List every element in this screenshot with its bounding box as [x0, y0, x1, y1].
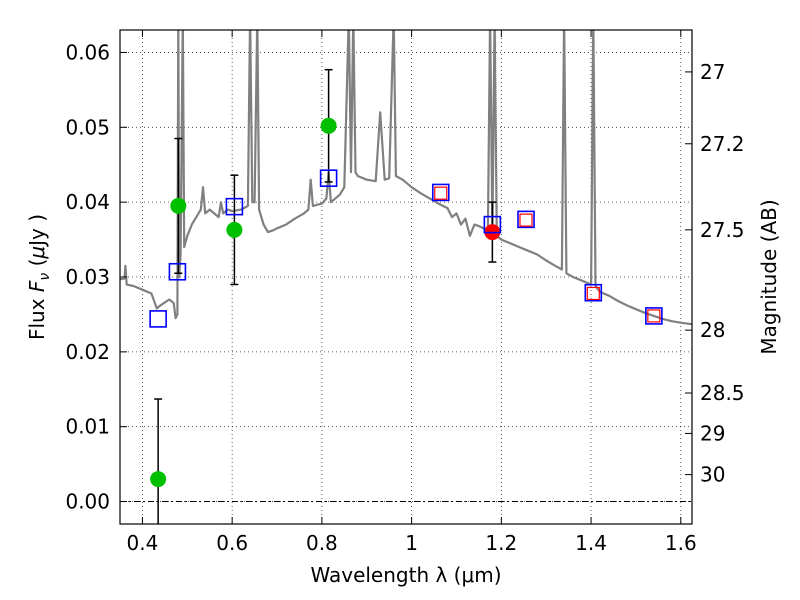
right-axis-label: Magnitude (AB)	[757, 199, 781, 354]
y-tick-label: 0.06	[65, 40, 110, 64]
y-axis-label: Flux Fν (μJy )	[25, 214, 53, 340]
model-square	[225, 197, 244, 216]
y-tick-label: 0.02	[65, 340, 110, 364]
model-square	[645, 307, 663, 325]
data-point	[170, 197, 187, 214]
plot-frame	[119, 29, 693, 525]
y-tick-label: 0.04	[65, 190, 110, 214]
data-point	[226, 221, 243, 238]
y-tick-label: 0.05	[65, 115, 110, 139]
mag-tick-label: 28.5	[700, 381, 745, 405]
expected-square	[586, 286, 600, 301]
y-tick-label: 0.03	[65, 265, 110, 289]
mag-tick-label: 27.5	[700, 218, 745, 242]
axes: 0.4 0.6 0.8 1 1.2 1.4 1.6 0.00 0.01 0.02 0.03 0.04 0…	[65, 30, 745, 555]
model-square	[319, 169, 338, 187]
x-tick-label: 1	[405, 531, 418, 555]
x-tick-label: 1.2	[485, 531, 517, 555]
expected-square	[434, 186, 448, 200]
model-square	[431, 183, 450, 202]
data-point	[150, 471, 167, 488]
data-point	[320, 117, 337, 134]
x-tick-label: 1.6	[665, 531, 697, 555]
model-square	[483, 215, 502, 234]
grid	[120, 30, 692, 524]
x-axis-label: Wavelength λ (μm)	[310, 563, 501, 587]
y-tick-label: 0.00	[65, 490, 110, 514]
x-tick-label: 0.6	[216, 531, 248, 555]
expected-square	[647, 309, 661, 323]
x-tick-label: 0.4	[127, 531, 159, 555]
model-square	[168, 262, 187, 281]
plot-area	[120, 30, 692, 524]
model-square	[584, 283, 603, 302]
mag-tick-label: 29	[700, 421, 725, 445]
model-square	[517, 210, 535, 229]
mag-tick-label: 27.2	[700, 132, 745, 156]
x-tick-label: 0.8	[306, 531, 338, 555]
model-sed-line	[120, 30, 692, 326]
y-tick-label: 0.01	[65, 415, 110, 439]
model-square	[149, 310, 167, 328]
expected-square	[519, 213, 533, 227]
mag-tick-label: 30	[700, 463, 725, 487]
mag-tick-label: 27	[700, 60, 725, 84]
x-tick-label: 1.4	[575, 531, 607, 555]
mag-tick-label: 28	[700, 318, 725, 342]
